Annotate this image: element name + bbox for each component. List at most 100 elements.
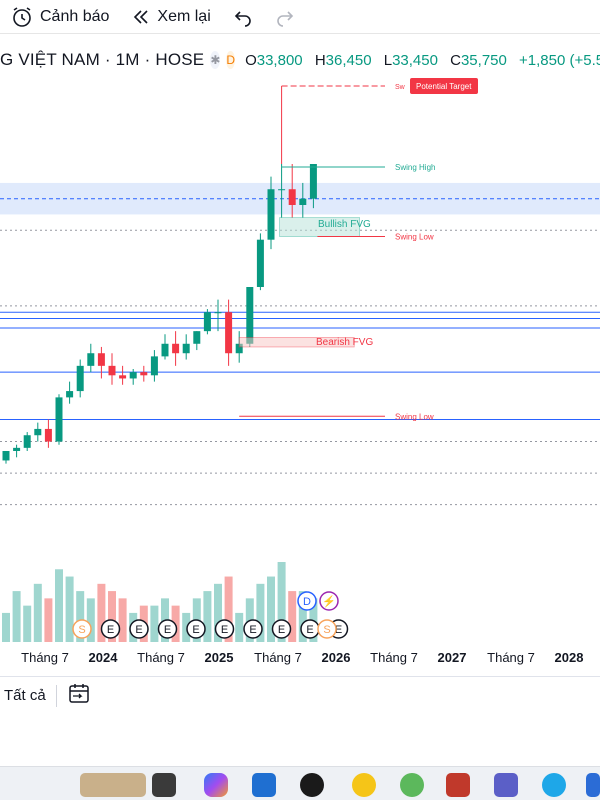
candle-body — [2, 451, 10, 461]
edge-partial-icon[interactable] — [586, 773, 600, 797]
swing-low-label: Swing Low — [395, 412, 434, 421]
volume-bar — [298, 591, 307, 642]
taskbar — [0, 766, 600, 800]
x-tick-label: Tháng 7 — [137, 650, 185, 665]
low-label: L — [383, 51, 393, 69]
edge-icon[interactable] — [542, 773, 566, 797]
price-chart[interactable]: Sw Potential Target Swing High Bullish FVG S… — [0, 72, 600, 642]
event-label: E — [192, 624, 199, 636]
event-marker — [186, 619, 206, 639]
divider — [56, 684, 57, 707]
candle-body — [66, 391, 74, 398]
volume-bar — [214, 583, 222, 642]
volume-bar — [33, 583, 42, 642]
low-value: 33,450 — [392, 51, 438, 69]
candle-body — [23, 435, 31, 448]
x-tick-label: Tháng 7 — [487, 650, 535, 665]
event-marker — [157, 619, 178, 639]
candle-body — [55, 397, 63, 442]
candle-body — [193, 331, 201, 344]
swing-high-label: Swing High — [395, 163, 435, 172]
candle-body — [256, 239, 264, 287]
event-label: D — [303, 596, 311, 608]
all-range-button[interactable]: Tất cả — [4, 687, 46, 704]
alert-label: Cảnh báo — [40, 7, 110, 25]
store-icon[interactable] — [252, 773, 276, 797]
candle-body — [309, 164, 317, 199]
event-label: S — [323, 624, 330, 636]
x-tick-label: 2027 — [437, 650, 467, 665]
event-label: E — [164, 624, 171, 636]
volume-bar — [203, 591, 212, 642]
event-label: E — [306, 624, 313, 636]
x-tick-label: Tháng 7 — [254, 650, 302, 665]
app-icon[interactable] — [152, 773, 176, 797]
volume-bar — [235, 612, 244, 642]
candle-body — [172, 343, 180, 354]
event-label: E — [249, 624, 256, 636]
lightning-event-label: ⚡ — [322, 595, 336, 608]
mcafee-icon[interactable] — [446, 773, 470, 797]
hp-icon[interactable] — [300, 773, 324, 797]
close-label: C — [450, 51, 461, 69]
candle-body — [119, 375, 127, 379]
event-marker — [72, 619, 92, 639]
candle-body — [299, 198, 307, 205]
symbol-title[interactable]: G VIỆT NAM · 1M · HOSE — [0, 50, 205, 69]
volume-bar — [2, 612, 10, 642]
candle-body — [97, 353, 105, 366]
candle-body — [129, 372, 137, 379]
candle-body — [150, 356, 158, 376]
volume-bar — [267, 576, 275, 642]
event-marker — [317, 619, 337, 639]
redo-icon — [275, 7, 295, 27]
potential-target-label: Potential Target — [416, 82, 472, 91]
alert-button[interactable]: Cảnh báo — [4, 2, 115, 32]
delayed-badge[interactable]: D — [226, 51, 236, 69]
candle-body — [267, 189, 275, 240]
candle-body — [235, 343, 243, 354]
x-tick-label: 2025 — [204, 650, 234, 665]
redo-button[interactable] — [269, 2, 301, 32]
event-marker — [297, 591, 317, 611]
undo-button[interactable] — [227, 2, 259, 32]
teams-icon[interactable] — [494, 773, 518, 797]
leaf-app-icon[interactable] — [400, 773, 424, 797]
candle-body — [278, 189, 286, 191]
swing-low-label: Swing Low — [395, 233, 434, 242]
x-tick-label: Tháng 7 — [21, 650, 69, 665]
candle-body — [140, 372, 148, 376]
volume-bar — [277, 562, 286, 642]
event-label: E — [221, 624, 228, 636]
x-tick-label: 2028 — [554, 650, 584, 665]
bearish-fvg-label: Bearish FVG — [316, 337, 373, 348]
open-label: O — [245, 51, 257, 69]
time-axis[interactable]: Tháng 7 2024 Tháng 7 2025 Tháng 7 2026 Tháng 7… — [0, 646, 600, 672]
copilot-icon[interactable] — [204, 773, 228, 797]
volume-bar — [97, 583, 106, 642]
x-tick-label: 2024 — [88, 650, 118, 665]
candle-body — [76, 365, 84, 392]
top-toolbar: Cảnh báo Xem lại — [0, 0, 600, 34]
castle-image-icon[interactable] — [80, 773, 146, 797]
volume-bar — [182, 612, 191, 642]
candle-body — [288, 189, 296, 205]
undo-icon — [233, 7, 253, 27]
event-label: E — [107, 624, 114, 636]
x-tick-label: 2026 — [321, 650, 351, 665]
volume-bar — [12, 591, 21, 642]
swing-label: Sw — [395, 84, 406, 91]
open-value: 33,800 — [256, 51, 303, 69]
event-marker — [100, 619, 121, 639]
candle-body — [34, 428, 42, 436]
volume-bar — [150, 605, 159, 642]
potential-target-tag — [410, 78, 478, 94]
rewind-icon — [131, 7, 151, 27]
date-range-icon[interactable] — [67, 681, 91, 710]
volume-bar — [65, 576, 74, 642]
candle-body — [203, 312, 211, 332]
replay-button[interactable]: Xem lại — [125, 2, 216, 32]
ohlc-values: O33,800 H36,450 L33,450 C35,750 +1,850 (… — [245, 52, 600, 69]
chrome-icon[interactable] — [352, 773, 376, 797]
bullish-fvg-label: Bullish FVG — [318, 219, 371, 230]
